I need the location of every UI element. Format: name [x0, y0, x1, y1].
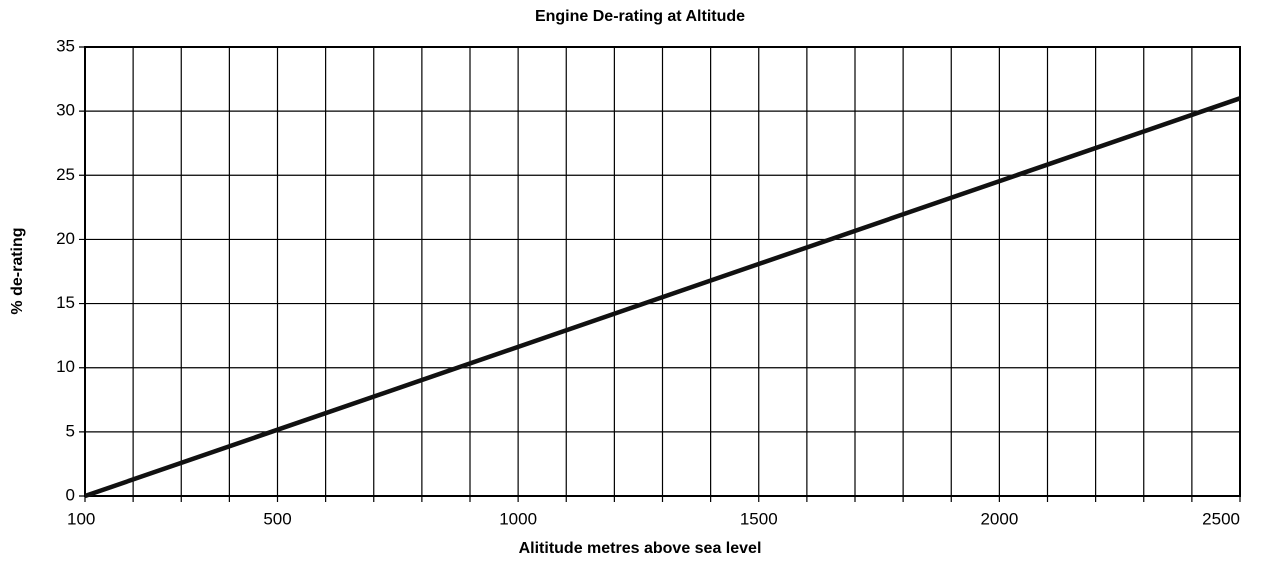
y-tick-label: 15 — [56, 293, 75, 312]
chart-title: Engine De-rating at Altitude — [535, 8, 745, 25]
x-tick-label: 2500 — [1202, 509, 1240, 528]
y-tick-label: 35 — [56, 36, 75, 55]
x-tick-label: 500 — [263, 509, 291, 528]
x-tick-label: 1000 — [499, 509, 537, 528]
y-tick-label: 5 — [66, 421, 75, 440]
y-tick-label: 0 — [66, 485, 75, 504]
x-tick-label: 100 — [67, 509, 95, 528]
y-tick-label: 25 — [56, 165, 75, 184]
y-tick-label: 20 — [56, 229, 75, 248]
y-tick-label: 30 — [56, 101, 75, 120]
x-tick-label: 2000 — [980, 509, 1018, 528]
y-tick-label: 10 — [56, 357, 75, 376]
plot-frame — [84, 46, 1241, 497]
x-tick-label: 1500 — [740, 509, 778, 528]
x-axis-label: Alititude metres above sea level — [519, 540, 762, 557]
y-axis-label: % de-rating — [9, 227, 26, 314]
data-line — [84, 96, 1241, 499]
